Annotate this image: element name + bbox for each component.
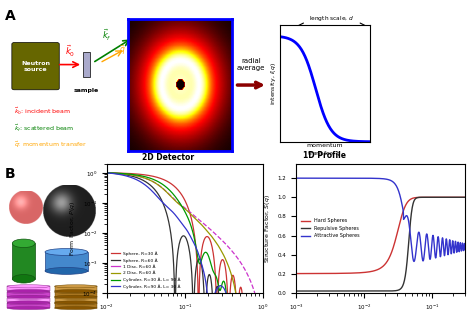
Y-axis label: intensity, $I$($q$): intensity, $I$($q$)	[269, 62, 278, 105]
Text: radial
average: radial average	[237, 58, 265, 71]
Ellipse shape	[7, 301, 50, 304]
Text: $\vec{q}$: momentum transfer: $\vec{q}$: momentum transfer	[14, 140, 87, 151]
Ellipse shape	[45, 267, 88, 274]
X-axis label: momentum
transfer, $q$: momentum transfer, $q$	[306, 143, 343, 158]
Polygon shape	[55, 298, 97, 302]
Text: sample: sample	[74, 88, 100, 93]
Ellipse shape	[55, 302, 97, 305]
Ellipse shape	[12, 274, 35, 283]
Text: A: A	[5, 9, 16, 23]
Text: $\vec{q}$: $\vec{q}$	[118, 43, 125, 57]
Polygon shape	[55, 303, 97, 308]
Ellipse shape	[7, 295, 50, 298]
Ellipse shape	[12, 239, 35, 248]
Text: B: B	[5, 167, 15, 181]
Text: $\vec{k}_0$: $\vec{k}_0$	[65, 43, 75, 59]
Ellipse shape	[7, 289, 50, 293]
Polygon shape	[55, 286, 97, 291]
Ellipse shape	[55, 285, 97, 288]
Ellipse shape	[55, 301, 97, 304]
Y-axis label: Form Factor, $P$($q$): Form Factor, $P$($q$)	[68, 200, 77, 256]
Polygon shape	[7, 286, 50, 291]
Polygon shape	[12, 243, 35, 279]
Legend: Hard Spheres, Repulsive Spheres, Attractive Spheres: Hard Spheres, Repulsive Spheres, Attract…	[299, 216, 362, 240]
Ellipse shape	[7, 306, 50, 310]
Text: Neutron
source: Neutron source	[21, 61, 50, 72]
Y-axis label: Structure Factor, $S$($q$): Structure Factor, $S$($q$)	[263, 194, 272, 263]
Polygon shape	[45, 252, 88, 271]
Ellipse shape	[7, 302, 50, 305]
Ellipse shape	[7, 296, 50, 299]
Text: $\vec{k}_0$: incident beam: $\vec{k}_0$: incident beam	[14, 106, 71, 117]
Bar	[83, 52, 90, 77]
Ellipse shape	[7, 290, 50, 294]
Polygon shape	[7, 292, 50, 297]
Ellipse shape	[45, 249, 88, 255]
Text: length scale, $d$: length scale, $d$	[309, 14, 355, 24]
Ellipse shape	[55, 306, 97, 310]
Text: $\vec{k}_f$: $\vec{k}_f$	[102, 27, 111, 43]
FancyBboxPatch shape	[12, 43, 59, 90]
Ellipse shape	[55, 296, 97, 299]
Polygon shape	[7, 303, 50, 308]
Polygon shape	[55, 292, 97, 297]
Ellipse shape	[7, 285, 50, 288]
Ellipse shape	[55, 289, 97, 293]
Legend: Sphere, R=30 Å, Sphere, R=60 Å, 1 Disc, R=60 Å, 2 Disc, R=60 Å, Cylinder, R=30 Å: Sphere, R=30 Å, Sphere, R=60 Å, 1 Disc, …	[109, 249, 182, 291]
Ellipse shape	[55, 290, 97, 294]
Polygon shape	[7, 298, 50, 302]
Text: $\vec{k}_f$: scattered beam: $\vec{k}_f$: scattered beam	[14, 123, 74, 134]
Text: 1D Profile: 1D Profile	[303, 151, 346, 160]
Ellipse shape	[55, 295, 97, 298]
Text: 2D Detector: 2D Detector	[142, 153, 194, 162]
